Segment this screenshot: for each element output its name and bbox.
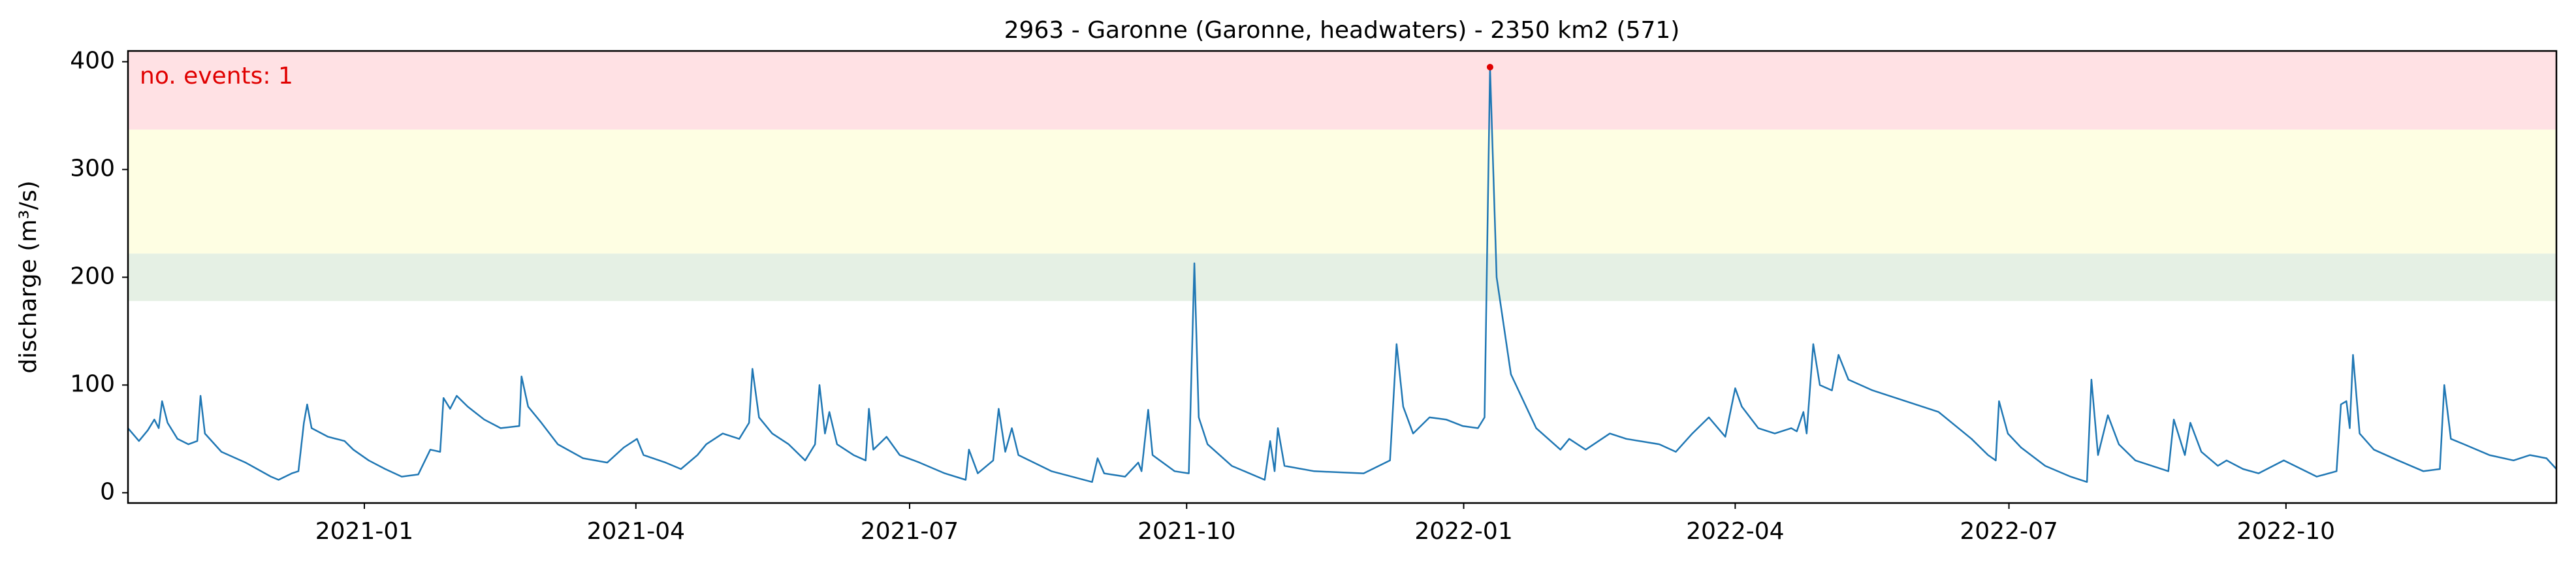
y-tick-label: 200	[70, 263, 115, 289]
discharge-line	[127, 66, 2557, 483]
x-tick-label: 2022-01	[1414, 518, 1512, 545]
y-axis-label: discharge (m³/s)	[15, 180, 42, 373]
y-tick-label: 400	[70, 47, 115, 74]
x-tick-label: 2022-07	[1960, 518, 2058, 545]
x-tick-label: 2022-04	[1686, 518, 1784, 545]
x-tick-label: 2021-04	[587, 518, 685, 545]
plot-frame	[127, 50, 2558, 504]
y-tick-label: 100	[70, 370, 115, 397]
x-tick-label: 2021-10	[1137, 518, 1235, 545]
chart-title: 2963 - Garonne (Garonne, headwaters) - 2…	[1004, 17, 1680, 44]
event-count-annotation: no. events: 1	[140, 63, 293, 89]
x-tick-label: 2022-10	[2237, 518, 2335, 545]
x-tick-label: 2021-01	[315, 518, 413, 545]
threshold-band	[128, 51, 2556, 130]
threshold-band	[128, 253, 2556, 301]
y-tick-label: 300	[70, 155, 115, 182]
x-tick-label: 2021-07	[861, 518, 959, 545]
y-tick-label: 0	[100, 478, 115, 505]
threshold-band	[128, 129, 2556, 254]
event-point	[1486, 63, 1493, 71]
